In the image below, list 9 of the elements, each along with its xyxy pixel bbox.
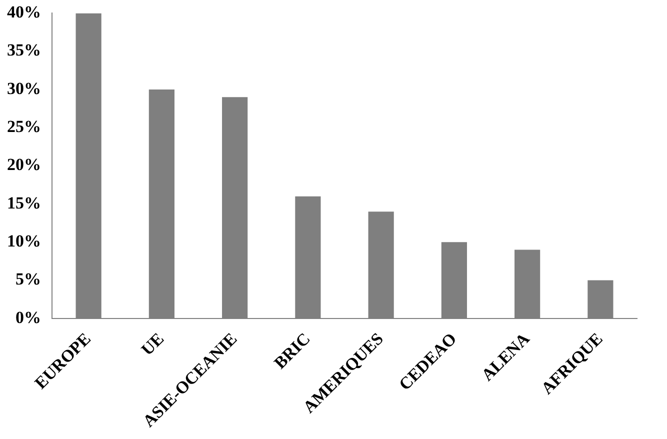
y-tick-label: 25% (7, 117, 41, 136)
y-tick-label: 5% (16, 270, 41, 289)
y-tick-label: 35% (7, 40, 41, 60)
y-tick-label: 30% (7, 78, 41, 98)
y-tick-label: 10% (7, 231, 41, 250)
y-tick-label: 20% (7, 155, 41, 174)
y-tick-label: 15% (7, 193, 41, 212)
y-tick-label: 40% (7, 2, 41, 22)
y-tick-label: 0% (16, 308, 41, 327)
